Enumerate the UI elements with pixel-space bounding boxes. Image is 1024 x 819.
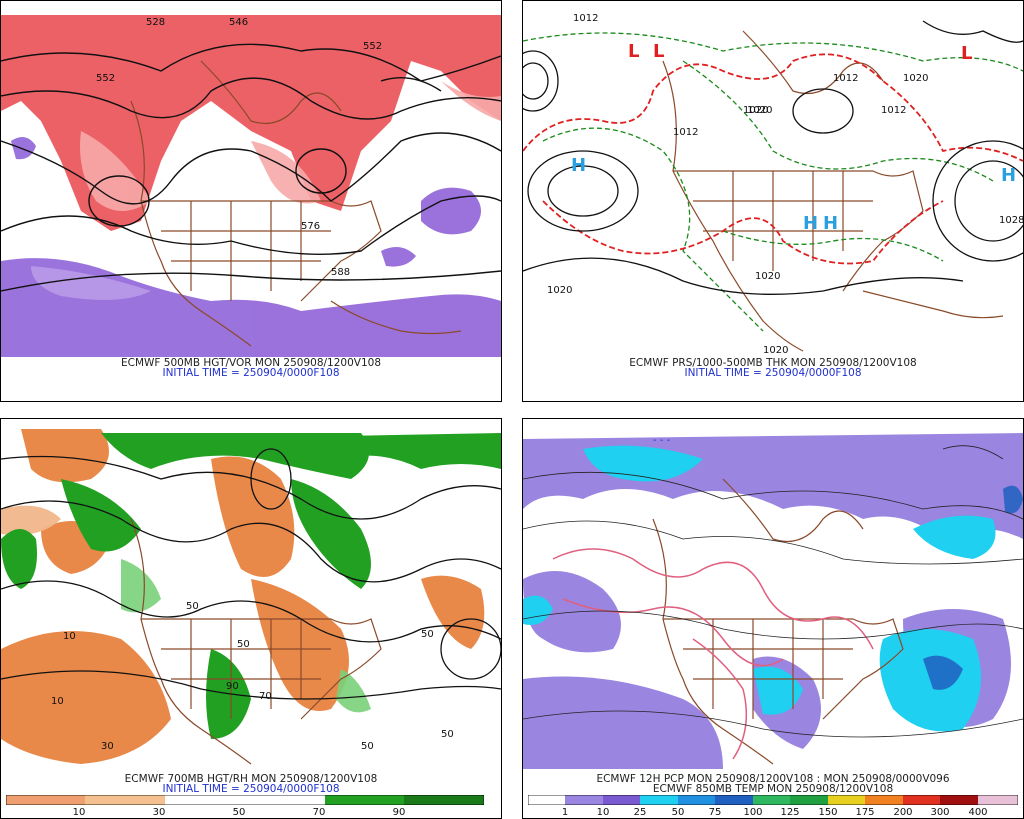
colorbar-label: 100 — [743, 807, 763, 818]
map-700mb: 10 10 30 50 50 50 90 70 50 50 — [1, 419, 501, 775]
coastlines-and-borders — [652, 478, 904, 765]
contour-label: 10 — [63, 631, 76, 642]
map-500mb: 528 546 552 552 576 588 — [1, 1, 501, 357]
caption-850mb-temp: ECMWF 850MB TEMP MON 250908/1200V108 — [652, 783, 894, 795]
high-pressure-center: H — [803, 213, 818, 234]
contour-label: 1028 — [999, 215, 1024, 226]
panel-pcp-850temp[interactable]: - - - ECMWF 12H PCP MON 250908/1200V108 … — [522, 418, 1024, 819]
height-contours — [1, 43, 501, 292]
panel-prs-thk[interactable]: H H H H L L L 1012 1020 1012 1020 1020 1… — [522, 0, 1024, 402]
low-pressure-center: L — [653, 41, 664, 62]
contour-label: 576 — [301, 221, 320, 232]
map-prs-thk: H H H H L L L 1012 1020 1012 1020 1020 1… — [523, 1, 1024, 357]
high-pressure-center: H — [823, 213, 838, 234]
isotherms — [523, 445, 1023, 738]
contour-label: 1020 — [547, 285, 572, 296]
thickness-contours-cold — [523, 32, 1023, 332]
contour-label: 1012 — [881, 105, 906, 116]
caption-pcp: ECMWF 12H PCP MON 250908/1200V108 : MON … — [596, 773, 950, 785]
colorbar-label: 400 — [968, 807, 988, 818]
colorbar-label: 150 — [818, 807, 838, 818]
contour-label: 50 — [441, 729, 454, 740]
low-pressure-center: L — [628, 41, 639, 62]
contour-label: 1012 — [673, 127, 698, 138]
colorbar-label: 125 — [780, 807, 800, 818]
colorbar-label: 25 — [633, 807, 647, 818]
rh-dry-shading — [1, 429, 485, 764]
caption-prs-thk: ECMWF PRS/1000-500MB THK MON 250908/1200… — [629, 357, 917, 369]
rh-moist-shading — [1, 433, 501, 739]
contour-label: 50 — [361, 741, 374, 752]
panel-700mb-hgt-rh[interactable]: 10 10 30 50 50 50 90 70 50 50 ECMWF 700M… — [0, 418, 502, 819]
contour-label: 1020 — [763, 345, 788, 356]
height-contours — [1, 448, 501, 700]
contour-label: 1020 — [743, 105, 768, 116]
contour-label: 10 — [51, 696, 64, 707]
colorbar-label: 300 — [930, 807, 950, 818]
vorticity-negative-shading — [1, 137, 501, 357]
rh-colorbar — [6, 795, 484, 805]
colorbar-label: 30 — [152, 807, 166, 818]
low-pressure-center: L — [961, 43, 972, 64]
colorbar-label: 75 — [708, 807, 722, 818]
thickness-contours-warm — [523, 53, 1023, 265]
contour-label: 528 — [146, 17, 165, 28]
high-pressure-center: H — [571, 155, 586, 176]
isobars — [523, 20, 1023, 295]
contour-label: 1020 — [755, 271, 780, 282]
initial-time-700mb: INITIAL TIME = 250904/0000F108 — [162, 783, 340, 795]
colorbar-label: 200 — [893, 807, 913, 818]
contour-label: 552 — [363, 41, 382, 52]
contour-label: 1012 — [573, 13, 598, 24]
panel-500mb-hgt-vor[interactable]: 528 546 552 552 576 588 ECMWF 500MB HGT/… — [0, 0, 502, 402]
colorbar-label: 70 — [312, 807, 326, 818]
colorbar-label: 90 — [392, 807, 406, 818]
contour-label: 1020 — [747, 105, 772, 116]
colorbar-label: 10 — [72, 807, 86, 818]
caption-500mb: ECMWF 500MB HGT/VOR MON 250908/1200V108 — [120, 357, 381, 369]
contour-label: 70 — [259, 691, 272, 702]
high-pressure-center: H — [1001, 165, 1016, 186]
colorbar-label: 50 — [671, 807, 685, 818]
contour-label: 1012 — [833, 73, 858, 84]
colorbar-label: 175 — [855, 807, 875, 818]
contour-label: 546 — [229, 17, 248, 28]
initial-time-500mb: INITIAL TIME = 250904/0000F108 — [162, 367, 340, 379]
contour-label: 50 — [237, 639, 250, 650]
contour-label: 50 — [186, 601, 199, 612]
contour-label: 30 — [101, 741, 114, 752]
contour-label: 90 — [226, 681, 239, 692]
pcp-colorbar — [528, 795, 1018, 805]
dashed-contour-marker: - - - — [653, 435, 671, 446]
contour-label: 50 — [421, 629, 434, 640]
colorbar-label: 10 — [596, 807, 610, 818]
initial-time-prs-thk: INITIAL TIME = 250904/0000F108 — [684, 367, 862, 379]
contour-label: 1020 — [903, 73, 928, 84]
colorbar-label: 50 — [232, 807, 246, 818]
map-pcp-850temp: - - - — [523, 419, 1023, 773]
colorbar-label: 1 — [561, 807, 569, 818]
caption-700mb: ECMWF 700MB HGT/RH MON 250908/1200V108 — [124, 773, 378, 785]
contour-label: 588 — [331, 267, 350, 278]
contour-label: 552 — [96, 73, 115, 84]
